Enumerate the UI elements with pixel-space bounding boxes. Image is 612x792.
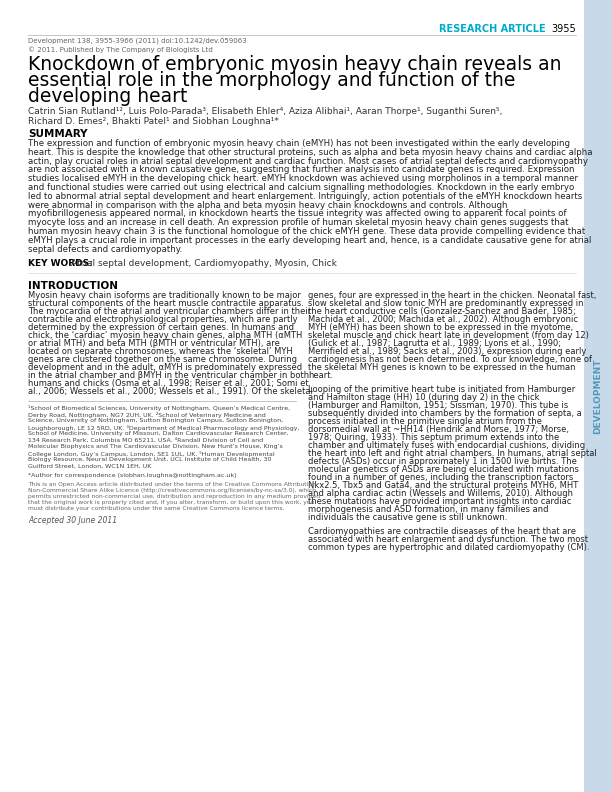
Text: chamber and ultimately fuses with endocardial cushions, dividing: chamber and ultimately fuses with endoca… (308, 441, 585, 451)
Text: associated with heart enlargement and dysfunction. The two most: associated with heart enlargement and dy… (308, 535, 588, 544)
Text: or atrial MTH) and beta MTH (βMTH or ventricular MTH), are: or atrial MTH) and beta MTH (βMTH or ven… (28, 340, 280, 348)
Text: Non-Commercial Share Alike Licence (http://creativecommons.org/licenses/by-nc-sa: Non-Commercial Share Alike Licence (http… (28, 489, 316, 493)
Text: and alpha cardiac actin (Wessels and Willems, 2010). Although: and alpha cardiac actin (Wessels and Wil… (308, 489, 573, 498)
Text: Science, University of Nottingham, Sutton Bonington Campus, Sutton Bonington,: Science, University of Nottingham, Sutto… (28, 418, 283, 424)
Text: humans and chicks (Osma et al., 1998; Reiser et al., 2001; Somi et: humans and chicks (Osma et al., 1998; Re… (28, 379, 308, 388)
Text: defects (ASDs) occur in approximately 1 in 1500 live births. The: defects (ASDs) occur in approximately 1 … (308, 458, 577, 466)
Text: 3955: 3955 (551, 24, 576, 34)
Text: slow skeletal and slow tonic MYH are predominantly expressed in: slow skeletal and slow tonic MYH are pre… (308, 299, 583, 308)
Text: Molecular Biophysics and The Cardiovascular Division, New Hunt’s House, King’s: Molecular Biophysics and The Cardiovascu… (28, 444, 283, 449)
Text: School of Medicine, University of Missouri, Dalton Cardiovascular Research Cente: School of Medicine, University of Missou… (28, 432, 289, 436)
Text: process initiated in the primitive single atrium from the: process initiated in the primitive singl… (308, 417, 542, 426)
Text: permits unrestricted non-commercial use, distribution and reproduction in any me: permits unrestricted non-commercial use,… (28, 494, 320, 500)
Text: (Hamburger and Hamilton, 1951; Sissman, 1970). This tube is: (Hamburger and Hamilton, 1951; Sissman, … (308, 402, 569, 410)
Text: Biology Resource, Neural Development Unit, UCL Institute of Child Health, 30: Biology Resource, Neural Development Uni… (28, 458, 271, 463)
Text: Derby Road, Nottingham, NG7 2UH, UK. ²School of Veterinary Medicine and: Derby Road, Nottingham, NG7 2UH, UK. ²Sc… (28, 412, 266, 418)
Text: al., 2006; Wessels et al., 2000; Wessels et al., 1991). Of the skeletal: al., 2006; Wessels et al., 2000; Wessels… (28, 387, 313, 397)
Text: Merrifield et al., 1989; Sacks et al., 2003), expression during early: Merrifield et al., 1989; Sacks et al., 2… (308, 348, 586, 356)
Text: Accepted 30 June 2011: Accepted 30 June 2011 (28, 516, 117, 525)
Text: The expression and function of embryonic myosin heavy chain (eMYH) has not been : The expression and function of embryonic… (28, 139, 570, 148)
Text: RESEARCH ARTICLE: RESEARCH ARTICLE (439, 24, 546, 34)
Text: individuals the causative gene is still unknown.: individuals the causative gene is still … (308, 513, 507, 523)
Text: College London, Guy’s Campus, London, SE1 1UL, UK. ⁵Human Developmental: College London, Guy’s Campus, London, SE… (28, 451, 275, 457)
Text: Atrial septal development, Cardiomyopathy, Myosin, Chick: Atrial septal development, Cardiomyopath… (71, 260, 337, 268)
Text: Catrin Sian Rutland¹², Luis Polo-Parada³, Elisabeth Ehler⁴, Aziza Alibhai¹, Aara: Catrin Sian Rutland¹², Luis Polo-Parada³… (28, 107, 502, 116)
Text: Cardiomyopathies are contractile diseases of the heart that are: Cardiomyopathies are contractile disease… (308, 527, 576, 536)
Text: skeletal muscle and chick heart late in development (from day 12): skeletal muscle and chick heart late in … (308, 331, 589, 341)
Text: DEVELOPMENT: DEVELOPMENT (594, 358, 602, 434)
Text: myofibrillogenesis appeared normal, in knockdown hearts the tissue integrity was: myofibrillogenesis appeared normal, in k… (28, 209, 567, 219)
Text: heart. This is despite the knowledge that other structural proteins, such as alp: heart. This is despite the knowledge tha… (28, 148, 592, 157)
Text: This is an Open Access article distributed under the terms of the Creative Commo: This is an Open Access article distribut… (28, 482, 316, 487)
Text: INTRODUCTION: INTRODUCTION (28, 281, 118, 291)
Text: myocyte loss and an increase in cell death. An expression profile of human skele: myocyte loss and an increase in cell dea… (28, 219, 569, 227)
Text: cardiogenesis has not been determined. To our knowledge, none of: cardiogenesis has not been determined. T… (308, 356, 592, 364)
Text: and functional studies were carried out using electrical and calcium signalling : and functional studies were carried out … (28, 183, 574, 192)
Text: subsequently divided into chambers by the formation of septa, a: subsequently divided into chambers by th… (308, 409, 582, 418)
Text: genes, four are expressed in the heart in the chicken. Neonatal fast,: genes, four are expressed in the heart i… (308, 291, 596, 300)
Bar (584, 0, 612, 792)
Text: SUMMARY: SUMMARY (28, 129, 88, 139)
Text: genes are clustered together on the same chromosome. During: genes are clustered together on the same… (28, 356, 297, 364)
Text: these mutations have provided important insights into cardiac: these mutations have provided important … (308, 497, 572, 506)
Text: Loughborough, LE 12 5RD, UK. ³Department of Medical Pharmacology and Physiology,: Loughborough, LE 12 5RD, UK. ³Department… (28, 425, 299, 431)
Text: morphogenesis and ASD formation, in many families and: morphogenesis and ASD formation, in many… (308, 505, 548, 514)
Text: the skeletal MYH genes is known to be expressed in the human: the skeletal MYH genes is known to be ex… (308, 364, 575, 372)
Text: common types are hypertrophic and dilated cardiomyopathy (CM).: common types are hypertrophic and dilate… (308, 543, 589, 552)
Text: are not associated with a known causative gene, suggesting that further analysis: are not associated with a known causativ… (28, 166, 575, 174)
Text: led to abnormal atrial septal development and heart enlargement. Intriguingly, a: led to abnormal atrial septal developmen… (28, 192, 582, 201)
Text: that the original work is properly cited and, if you alter, transform, or build : that the original work is properly cited… (28, 501, 314, 505)
Text: chick, the ‘cardiac’ myosin heavy chain genes, alpha MTH (αMTH: chick, the ‘cardiac’ myosin heavy chain … (28, 331, 302, 341)
Text: and Hamilton stage (HH) 10 (during day 2) in the chick: and Hamilton stage (HH) 10 (during day 2… (308, 394, 540, 402)
Text: KEY WORDS:: KEY WORDS: (28, 260, 93, 268)
Text: developing heart: developing heart (28, 87, 187, 106)
Text: Myosin heavy chain isoforms are traditionally known to be major: Myosin heavy chain isoforms are traditio… (28, 291, 301, 300)
Text: ¹School of Biomedical Sciences, University of Nottingham, Queen’s Medical Centre: ¹School of Biomedical Sciences, Universi… (28, 406, 290, 411)
Text: molecular genetics of ASDs are being elucidated with mutations: molecular genetics of ASDs are being elu… (308, 466, 579, 474)
Text: in the atrial chamber and βMYH in the ventricular chamber in both: in the atrial chamber and βMYH in the ve… (28, 371, 309, 380)
Text: Development 138, 3955-3966 (2011) doi:10.1242/dev.059063: Development 138, 3955-3966 (2011) doi:10… (28, 38, 247, 44)
Text: structural components of the heart muscle contractile apparatus.: structural components of the heart muscl… (28, 299, 304, 308)
Text: eMYH plays a crucial role in important processes in the early developing heart a: eMYH plays a crucial role in important p… (28, 236, 591, 245)
Text: located on separate chromosomes, whereas the ‘skeletal’ MYH: located on separate chromosomes, whereas… (28, 348, 293, 356)
Text: the heart conductive cells (Gonzalez-Sanchez and Bader, 1985;: the heart conductive cells (Gonzalez-San… (308, 307, 576, 316)
Text: development and in the adult, αMYH is predominately expressed: development and in the adult, αMYH is pr… (28, 364, 302, 372)
Text: Richard D. Emes², Bhakti Patel¹ and Siobhan Loughna¹*: Richard D. Emes², Bhakti Patel¹ and Siob… (28, 117, 279, 126)
Text: studies localised eMYH in the developing chick heart. eMYH knockdown was achieve: studies localised eMYH in the developing… (28, 174, 578, 183)
Text: found in a number of genes, including the transcription factors: found in a number of genes, including th… (308, 474, 573, 482)
Text: were abnormal in comparison with the alpha and beta myosin heavy chain knockdown: were abnormal in comparison with the alp… (28, 200, 507, 210)
Text: Knockdown of embryonic myosin heavy chain reveals an: Knockdown of embryonic myosin heavy chai… (28, 55, 561, 74)
Text: The myocardia of the atrial and ventricular chambers differ in their: The myocardia of the atrial and ventricu… (28, 307, 312, 316)
Text: essential role in the morphology and function of the: essential role in the morphology and fun… (28, 71, 515, 90)
Text: heart.: heart. (308, 371, 333, 380)
Text: Machida et al., 2000; Machida et al., 2002). Although embryonic: Machida et al., 2000; Machida et al., 20… (308, 315, 578, 325)
Text: dorsomedial wall at ~HH14 (Hendrik and Morse, 1977; Morse,: dorsomedial wall at ~HH14 (Hendrik and M… (308, 425, 569, 434)
Text: 1978; Quiring, 1933). This septum primum extends into the: 1978; Quiring, 1933). This septum primum… (308, 433, 559, 443)
Text: septal defects and cardiomyopathy.: septal defects and cardiomyopathy. (28, 245, 182, 253)
Text: Looping of the primitive heart tube is initiated from Hamburger: Looping of the primitive heart tube is i… (308, 386, 575, 394)
Text: 134 Research Park, Columbia MO 65211, USA. ⁴Randall Division of Cell and: 134 Research Park, Columbia MO 65211, US… (28, 438, 263, 444)
Text: contractile and electrophysiological properties, which are partly: contractile and electrophysiological pro… (28, 315, 297, 325)
Text: determined by the expression of certain genes. In humans and: determined by the expression of certain … (28, 323, 294, 333)
Text: (Gulick et al., 1987; Lagrutta et al., 1989; Lyons et al., 1990;: (Gulick et al., 1987; Lagrutta et al., 1… (308, 340, 561, 348)
Text: © 2011. Published by The Company of Biologists Ltd: © 2011. Published by The Company of Biol… (28, 46, 213, 53)
Text: human myosin heavy chain 3 is the functional homologue of the chick eMYH gene. T: human myosin heavy chain 3 is the functi… (28, 227, 585, 236)
Text: Nkx2.5, Tbx5 and Gata4, and the structural proteins MYH6, MHT: Nkx2.5, Tbx5 and Gata4, and the structur… (308, 482, 578, 490)
Text: MYH (eMYH) has been shown to be expressed in the myotome,: MYH (eMYH) has been shown to be expresse… (308, 323, 573, 333)
Text: actin, play crucial roles in atrial septal development and cardiac function. Mos: actin, play crucial roles in atrial sept… (28, 157, 588, 166)
Text: must distribute your contributions under the same Creative Commons licence terms: must distribute your contributions under… (28, 506, 285, 512)
Text: Guilford Street, London, WC1N 1EH, UK: Guilford Street, London, WC1N 1EH, UK (28, 464, 151, 469)
Text: the heart into left and right atrial chambers. In humans, atrial septal: the heart into left and right atrial cha… (308, 449, 597, 459)
Text: *Author for correspondence (siobhan.loughna@nottingham.ac.uk): *Author for correspondence (siobhan.loug… (28, 474, 236, 478)
